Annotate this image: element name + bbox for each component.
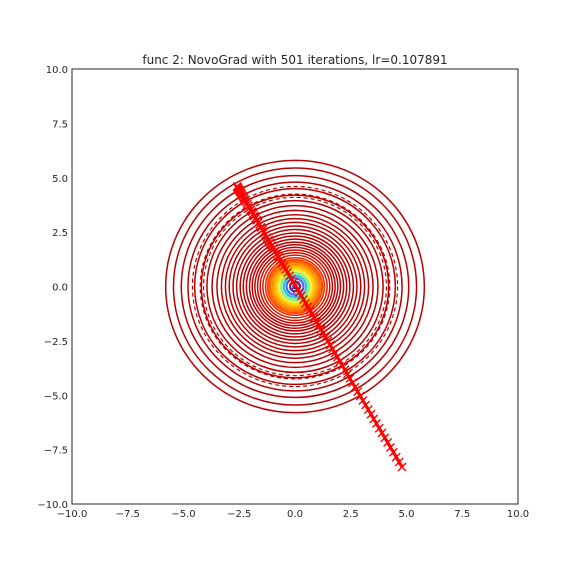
trajectory-marker [371,419,381,428]
contour-line [256,249,334,324]
contour-line [275,267,315,306]
trajectory-marker [340,365,350,375]
contour-line [273,265,317,308]
contour-line [268,261,322,312]
trajectory-marker [380,433,390,443]
x-tick-label: 5.0 [399,509,415,520]
y-tick-label: −10.0 [37,500,68,511]
trajectory-marker [377,428,387,438]
y-tick-label: −5.0 [44,391,68,402]
trajectory-marker [388,447,398,457]
contour-line [216,209,374,364]
trajectory-marker [374,423,384,433]
contour-line [259,251,331,322]
y-tick-label: 5.0 [52,174,68,185]
trajectory-marker [262,232,272,242]
trajectory-marker [385,442,395,452]
optimizer-trajectory [232,181,407,472]
trajectory-marker [363,405,373,415]
trajectory-marker [355,391,365,401]
trajectory-marker [259,227,269,237]
contour-line [277,269,313,304]
trajectory-marker [325,340,335,350]
trajectory-marker [353,387,363,397]
trajectory-marker [328,344,338,354]
trajectory-marker [256,222,266,232]
trajectory-marker [361,400,371,410]
contour-line [206,199,384,374]
x-tick-label: 7.5 [454,509,470,520]
x-tick-label: 2.5 [343,509,359,520]
contour-line [239,232,351,341]
contour-line [248,241,342,332]
contour-line [280,271,310,302]
x-tick-label: −5.0 [171,509,195,520]
trajectory-marker [383,438,393,447]
contour-line [172,167,418,406]
y-axis-ticks: 10.0 7.5 5.0 2.5 0.0 −2.5 −5.0 −7.5 −10.0 [37,65,68,511]
plot-area [164,159,426,472]
trajectory-marker [397,462,407,472]
x-tick-label: −7.5 [116,509,140,520]
contour-line [193,187,397,386]
x-tick-label: −2.5 [227,509,251,520]
y-tick-label: −7.5 [44,446,68,457]
contour-line [180,174,410,399]
trajectory-marker [358,396,368,406]
trajectory-marker [258,225,267,235]
y-tick-label: 2.5 [52,228,68,239]
trajectory-marker [350,382,360,392]
contour-line [164,159,426,414]
x-axis-ticks: −10.0 −7.5 −5.0 −2.5 0.0 2.5 5.0 7.5 10.0 [57,509,529,520]
trajectory-marker [332,352,342,362]
contour-line [235,228,355,345]
trajectory-marker [330,348,340,358]
y-tick-label: 7.5 [52,119,68,130]
contour-line [271,263,319,310]
contour-line [187,181,403,392]
contour-line [211,204,379,369]
trajectory-marker [347,378,357,388]
y-tick-label: 0.0 [52,283,68,294]
contour-line [264,257,326,316]
contour-line [242,235,348,338]
y-tick-label: −2.5 [44,337,68,348]
trajectory-marker [369,414,379,424]
contour-lines [164,159,426,414]
contour-line [232,225,358,348]
y-tick-label: 10.0 [46,65,68,76]
contour-line [251,243,339,330]
trajectory-marker [394,457,404,467]
trajectory-marker [323,336,333,346]
contour-line [228,221,362,352]
trajectory-marker [345,373,355,383]
x-tick-label: 10.0 [507,509,529,520]
contour-line [245,238,345,335]
contour-line [254,246,336,327]
trajectory-marker [335,356,345,366]
contour-line [224,217,366,356]
contour-line-dashed [191,185,399,388]
chart-title: func 2: NovoGrad with 501 iterations, lr… [142,53,447,67]
trajectory-marker [366,409,376,419]
trajectory-marker [337,361,347,371]
x-tick-label: −10.0 [57,509,88,520]
contour-line-dashed [202,196,388,377]
trajectory-marker [260,230,270,240]
contour-line [200,194,390,379]
x-tick-label: 0.0 [287,509,303,520]
contour-line [266,258,324,315]
axes-frame [71,68,519,505]
contour-line-dashed [199,193,391,380]
contour-line [262,254,328,319]
contour-line [285,277,305,296]
trajectory-marker [342,369,352,379]
contour-line [220,213,370,360]
trajectory-marker [264,235,274,245]
trajectory-marker [391,452,401,462]
